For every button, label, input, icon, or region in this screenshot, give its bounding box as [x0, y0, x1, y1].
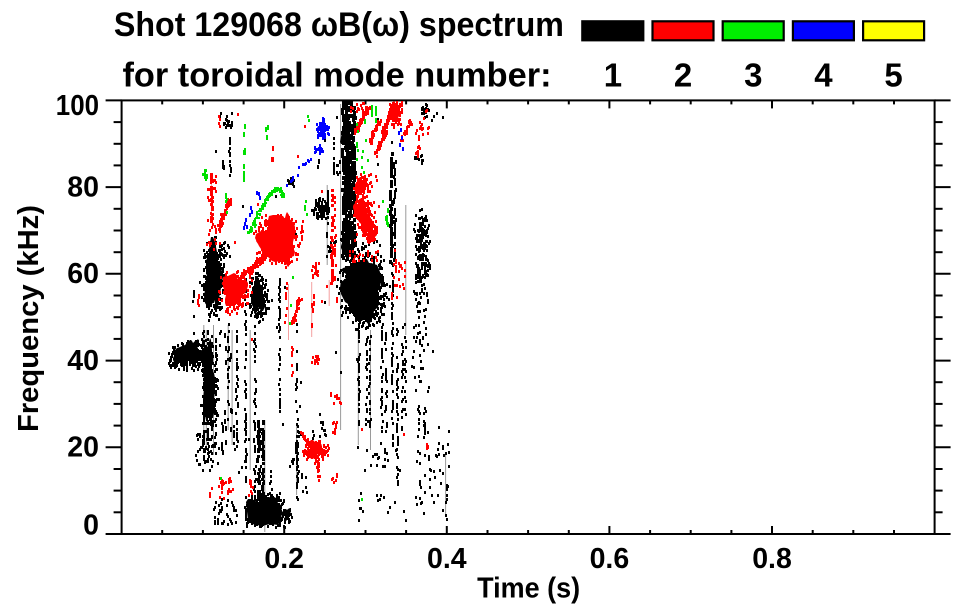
svg-text:0.2: 0.2 — [264, 543, 304, 575]
svg-text:40: 40 — [67, 345, 99, 377]
svg-text:80: 80 — [67, 172, 99, 204]
svg-text:0.8: 0.8 — [752, 543, 792, 575]
svg-text:100: 100 — [56, 90, 99, 122]
svg-text:Time (s): Time (s) — [477, 573, 580, 605]
svg-text:5: 5 — [884, 56, 902, 93]
svg-text:0.6: 0.6 — [590, 543, 630, 575]
svg-text:4: 4 — [814, 56, 833, 93]
svg-text:1: 1 — [604, 56, 622, 93]
svg-text:60: 60 — [67, 258, 99, 290]
svg-text:3: 3 — [744, 56, 762, 93]
svg-text:Frequency (kHz): Frequency (kHz) — [13, 205, 45, 432]
svg-text:20: 20 — [67, 432, 99, 464]
svg-text:0: 0 — [83, 510, 99, 542]
svg-text:0.4: 0.4 — [427, 543, 467, 575]
svg-text:2: 2 — [674, 56, 692, 93]
svg-text:Shot 129068 ωB(ω) spectrum: Shot 129068 ωB(ω) spectrum — [114, 6, 564, 44]
svg-text:for toroidal mode number:: for toroidal mode number: — [123, 56, 552, 94]
